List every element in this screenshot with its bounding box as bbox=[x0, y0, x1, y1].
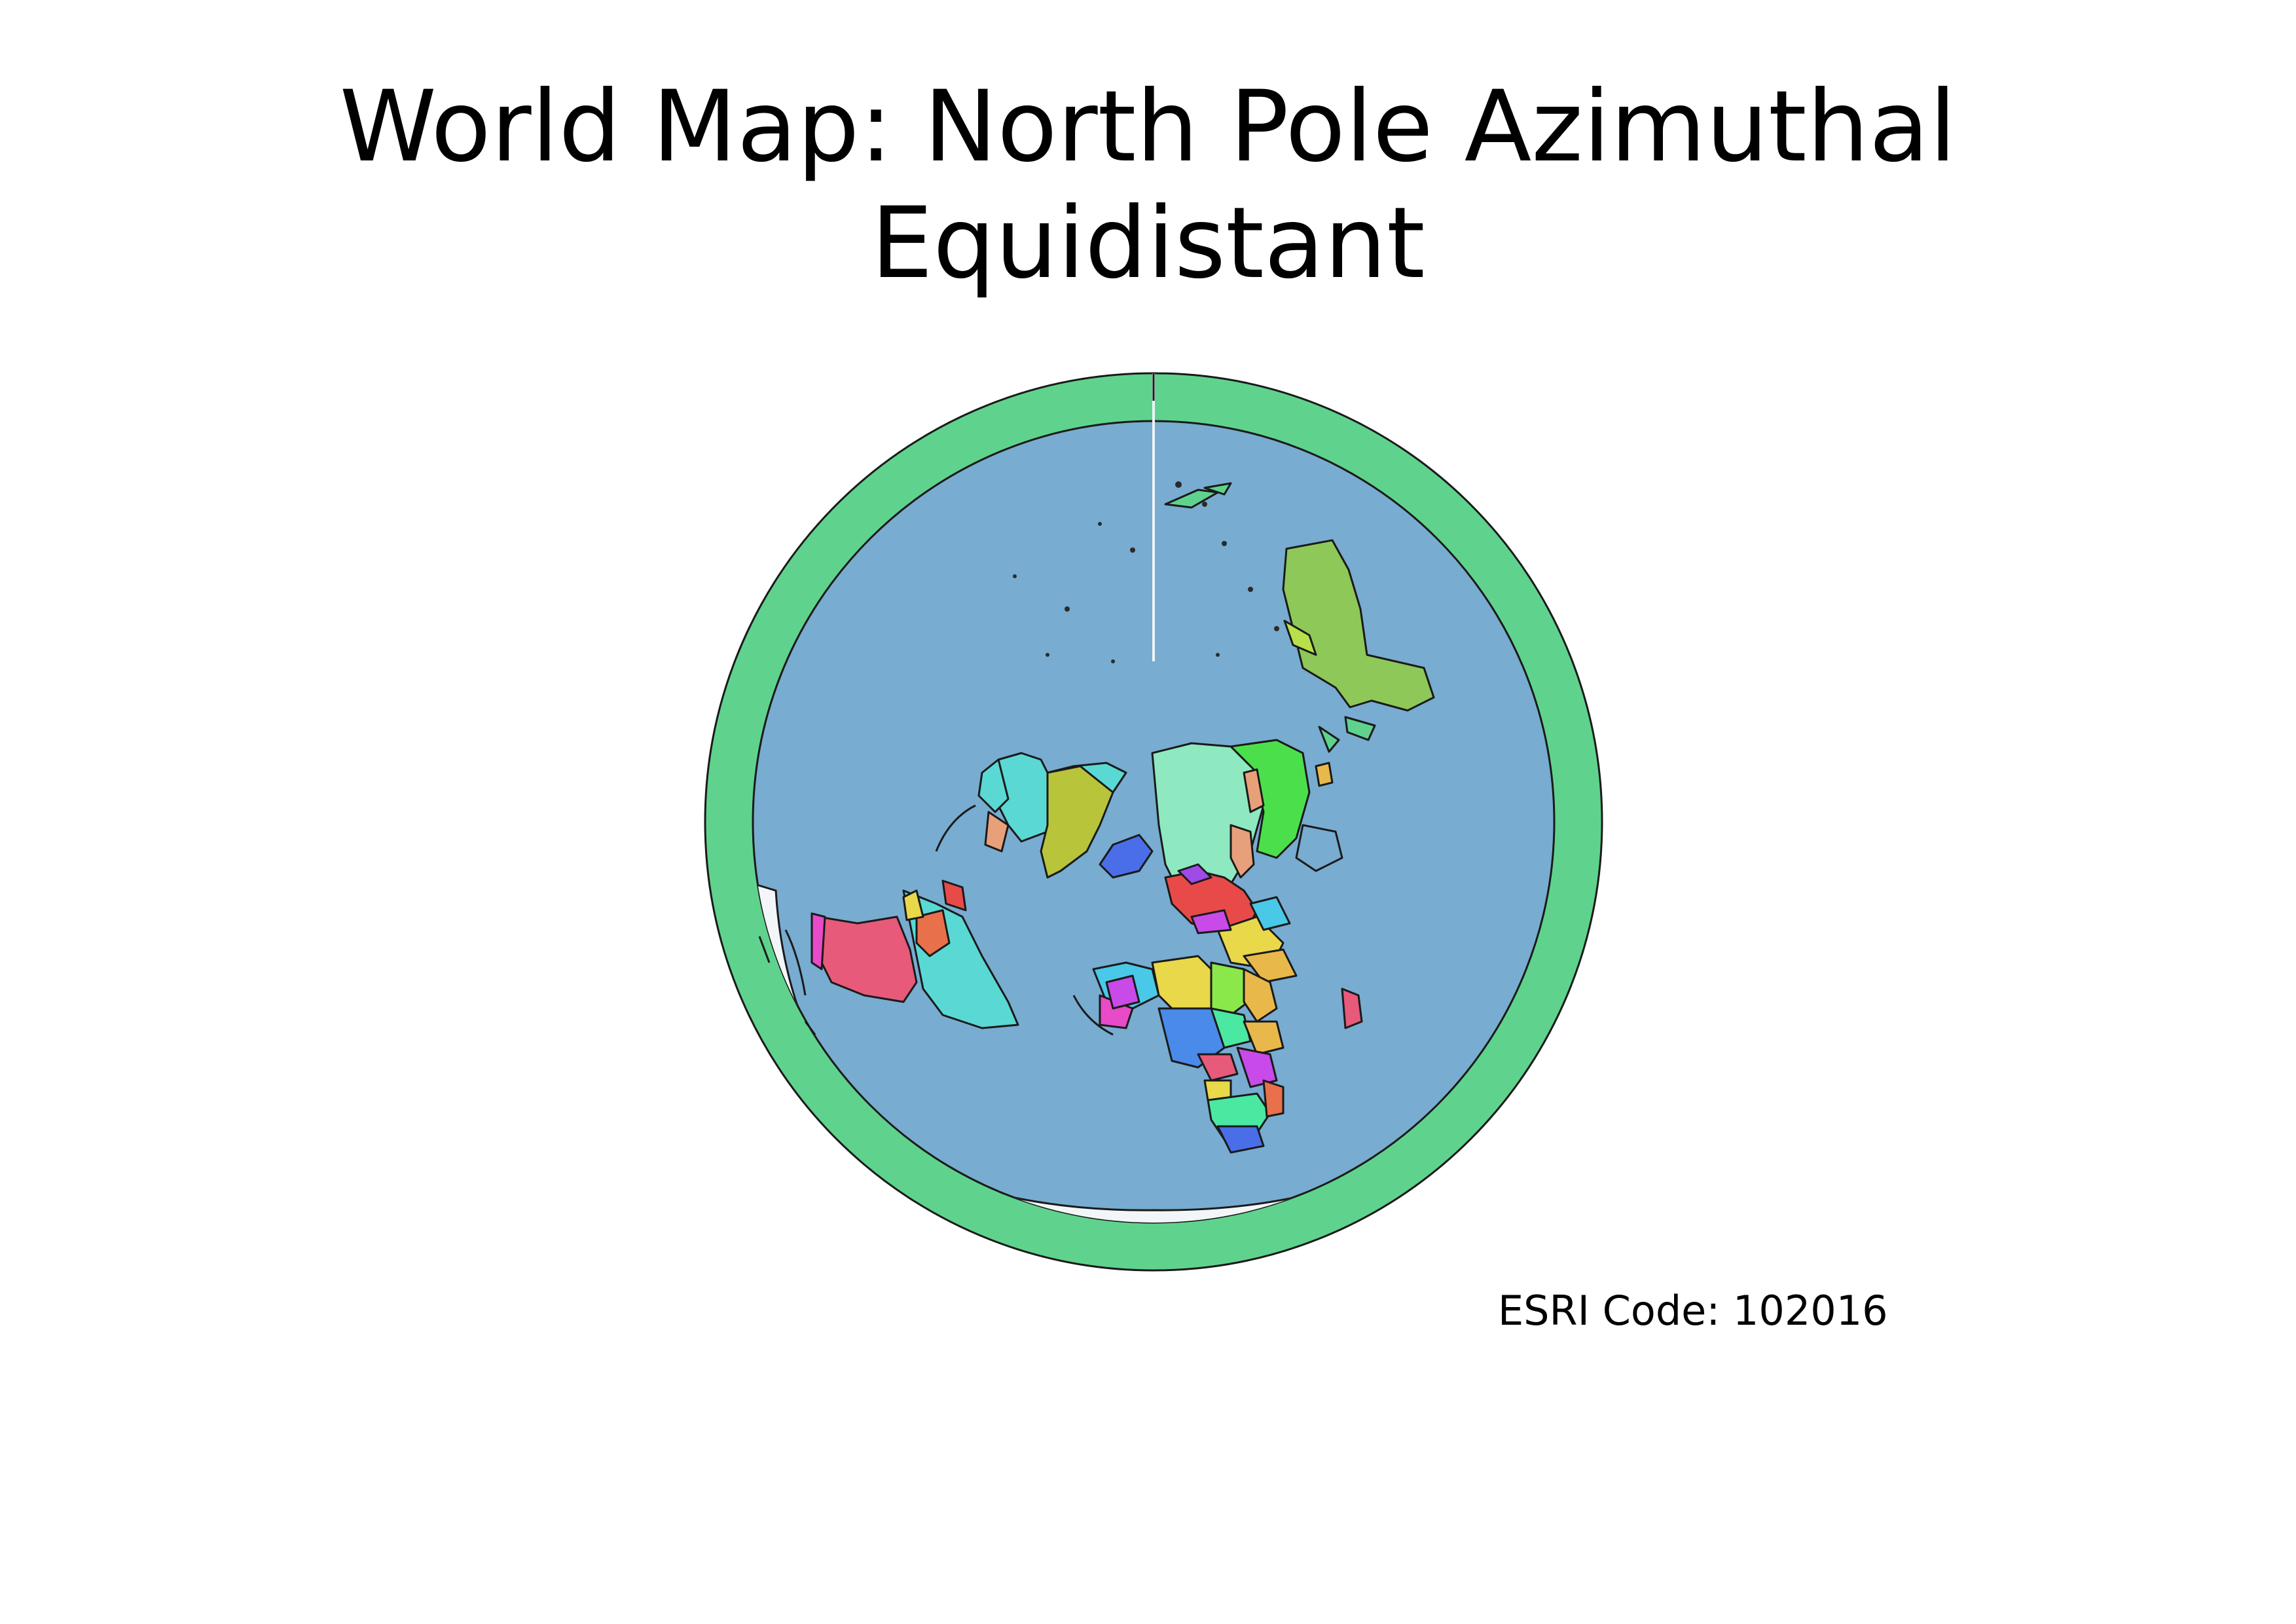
south-america bbox=[811, 879, 1019, 1029]
coastline-details bbox=[758, 804, 1114, 1036]
peru bbox=[915, 909, 951, 957]
scandinavia bbox=[1177, 863, 1212, 885]
map-title-line-1: World Map: North Pole Azimuthal bbox=[339, 70, 1957, 184]
saudi-arabia bbox=[1243, 948, 1298, 984]
east-africa bbox=[1236, 1046, 1278, 1088]
turkey bbox=[1190, 909, 1232, 934]
oceania bbox=[1282, 539, 1435, 753]
new-zealand bbox=[1164, 482, 1232, 509]
papua bbox=[1283, 619, 1317, 656]
north-america bbox=[977, 752, 1154, 879]
africa bbox=[1092, 955, 1285, 1154]
colombia bbox=[941, 879, 967, 912]
map-title-line-2: Equidistant bbox=[871, 187, 1425, 301]
southeast-asia bbox=[1295, 824, 1343, 872]
greenland bbox=[1099, 834, 1154, 879]
iran bbox=[1249, 896, 1291, 931]
madagascar bbox=[1341, 987, 1363, 1029]
chile bbox=[811, 912, 826, 970]
kazakhstan bbox=[1243, 768, 1265, 813]
indonesia bbox=[1318, 716, 1376, 753]
alaska bbox=[977, 758, 1010, 813]
india bbox=[1230, 824, 1255, 879]
pacific-islands bbox=[1013, 481, 1279, 663]
japan bbox=[1315, 762, 1334, 787]
mexico bbox=[984, 811, 1010, 853]
egypt bbox=[1243, 968, 1278, 1023]
ethiopia bbox=[1243, 1020, 1285, 1056]
map-title: World Map: North Pole Azimuthal Equidist… bbox=[0, 69, 2296, 302]
esri-code-caption: ESRI Code: 102016 bbox=[1498, 1287, 1888, 1335]
congo bbox=[1197, 1053, 1239, 1082]
usa bbox=[1040, 765, 1114, 879]
bolivia bbox=[902, 889, 924, 921]
eurasia bbox=[1151, 739, 1363, 1029]
mozambique bbox=[1262, 1079, 1285, 1118]
argentina bbox=[817, 915, 918, 1003]
south-africa bbox=[1216, 1125, 1265, 1154]
mali bbox=[1105, 974, 1140, 1010]
